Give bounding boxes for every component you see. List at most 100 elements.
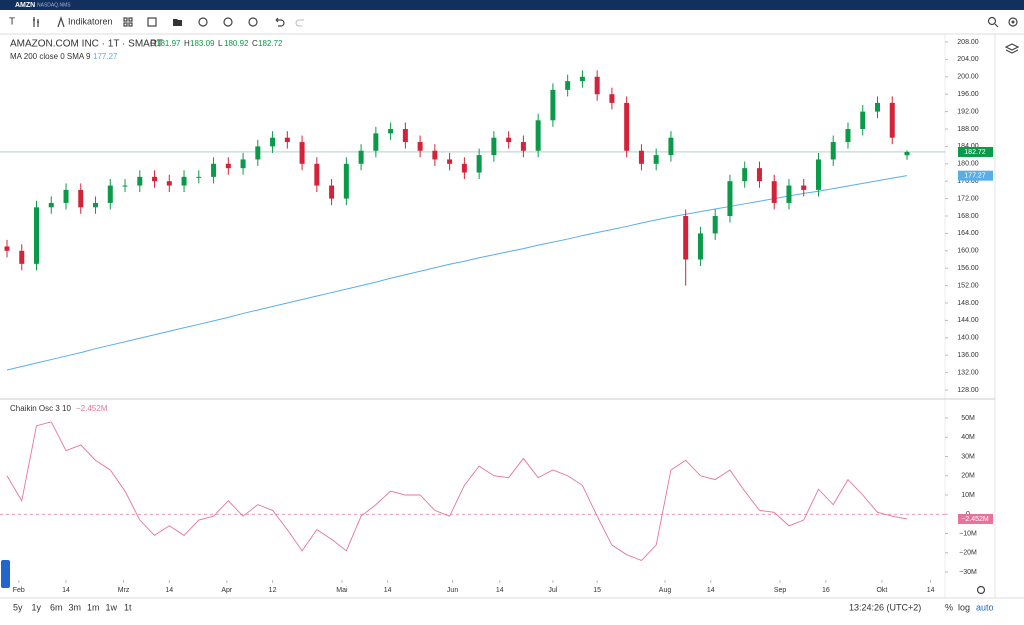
y-tick-label: 128.00 [957,387,979,394]
ohlc-value: 180.92 [224,39,249,48]
undo-button[interactable] [275,17,285,27]
last-price-box [958,146,993,157]
x-tick-label: 14 [927,587,935,594]
y-tick-label: 208.00 [957,39,979,46]
ohlc-prefix: C [252,39,258,48]
candle-body [432,150,438,160]
side-panel-toggle[interactable] [1,560,10,588]
range-button[interactable]: 6m [50,602,63,612]
axis-settings-button[interactable] [976,585,986,595]
y-tick-label: 196.00 [957,91,979,98]
candle-body [373,133,379,151]
moving-average [6,175,908,371]
candle-body [343,163,349,199]
candle-body [506,137,512,143]
title-bar [0,0,1024,10]
candle-body [624,102,630,151]
candle-body [284,137,290,143]
candle-body [535,120,541,151]
ohlc-prefix: H [184,39,190,48]
settings-button[interactable] [1008,17,1018,27]
ohlc-value: 181.97 [156,39,181,48]
candle-body [78,189,84,208]
y-tick-label: 132.00 [957,369,979,376]
x-tick-label: 16 [822,587,830,594]
candle-body [122,185,128,187]
candle-body [299,142,305,164]
ohlc-prefix: L [218,39,223,48]
candle-body [845,129,851,143]
osc-value-box [958,513,993,524]
osc-value-label: −2.452M [961,516,989,523]
range-button[interactable]: 1y [32,602,42,612]
y-tick-label: 180.00 [957,161,979,168]
candle-body [314,163,320,186]
alert-button[interactable] [198,17,208,27]
x-tick-label: Jul [548,587,557,594]
candle-body [579,76,585,82]
x-tick-label: Apr [221,587,233,594]
indicators-button[interactable] [57,16,65,28]
y-tick-label: 172.00 [957,195,979,202]
candle-body [270,137,276,147]
y-tick-label: −10M [959,530,977,537]
search-button[interactable] [987,16,999,28]
candle-body [756,168,762,182]
x-tick-label: Mai [336,587,348,594]
candle-body [211,163,217,177]
y-tick-label: −20M [959,550,977,557]
x-tick-label: 14 [165,587,173,594]
candle-body [786,185,792,203]
indicators-label[interactable]: Indikatoren [68,16,113,26]
y-tick-label: 160.00 [957,248,979,255]
candle-body [48,202,54,208]
range-button[interactable]: 1w [106,602,118,612]
layers-button[interactable] [1004,43,1020,54]
y-tick-label: 50M [961,415,975,422]
candle-body [34,207,40,264]
toolbar [0,10,1024,34]
candle-body [476,155,482,173]
osc-legend-value: −2.452M [76,404,108,413]
range-button[interactable]: 5y [13,602,23,612]
candle-body [771,181,777,203]
text-tool[interactable]: T [9,17,15,28]
save-button[interactable] [147,17,157,27]
ohlc-prefix: O [150,39,156,48]
ma-value-label: 177.27 [964,173,986,180]
open-button[interactable] [173,19,182,26]
symbol[interactable]: AMZN [15,2,35,9]
x-tick-label: 14 [707,587,715,594]
y-tick-label: 30M [961,453,975,460]
redo-button[interactable] [295,19,304,27]
info-button[interactable] [223,17,233,27]
candle-body [520,142,526,151]
log-toggle[interactable]: log [958,602,970,612]
x-tick-label: Feb [13,587,25,594]
range-button[interactable]: 1m [87,602,100,612]
x-tick-label: Sep [774,587,787,594]
replay-button[interactable] [248,17,258,27]
candle-body [358,150,364,164]
candle-body [727,181,733,216]
y-tick-label: 168.00 [957,213,979,220]
x-tick-label: Mrz [118,587,130,594]
candle-body [329,185,335,199]
auto-toggle[interactable]: auto [976,602,994,612]
candle-body [668,137,674,156]
candle-body [653,155,659,164]
bar-type-button[interactable] [33,17,39,27]
x-tick-label: 12 [269,587,277,594]
candle-body [889,102,895,138]
range-button[interactable]: 3m [69,602,82,612]
range-button[interactable]: 1t [124,602,132,612]
osc-legend: Chaikin Osc 3 10 [10,404,71,413]
y-tick-label: 184.00 [957,143,979,150]
x-tick-label: 14 [62,587,70,594]
percent-toggle[interactable]: % [945,602,953,612]
candle-body [860,111,866,129]
candle-body [388,129,394,134]
layout-button[interactable] [123,17,133,27]
candle-body [225,163,231,169]
